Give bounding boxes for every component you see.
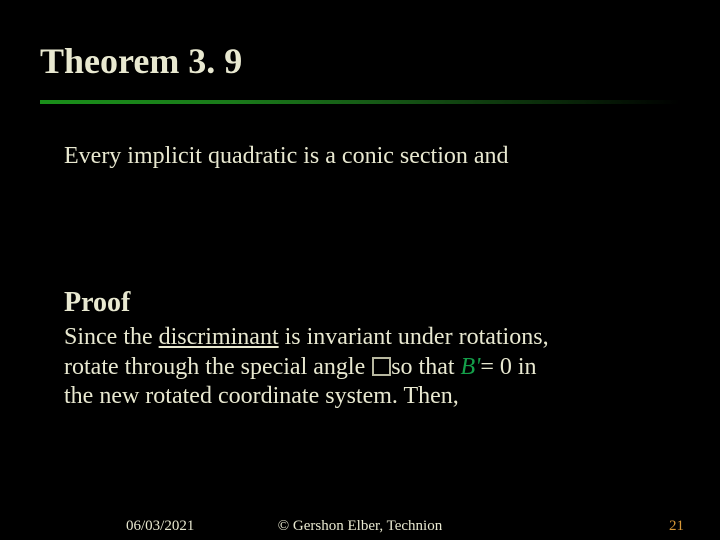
proof-text-part: Since the xyxy=(64,324,159,350)
proof-text-part: is invariant under rotations, xyxy=(279,324,549,350)
proof-body: Since the discriminant is invariant unde… xyxy=(40,323,680,411)
slide-title: Theorem 3. 9 xyxy=(40,40,680,82)
proof-heading: Proof xyxy=(40,287,680,319)
slide-container: Theorem 3. 9 Every implicit quadratic is… xyxy=(0,0,720,540)
title-divider xyxy=(40,100,680,104)
proof-text-part: = 0 in xyxy=(480,354,536,380)
proof-text-part: rotate through the special angle xyxy=(64,354,371,380)
proof-text-part: so that xyxy=(391,354,460,380)
angle-placeholder-icon xyxy=(372,357,391,376)
theorem-statement: Every implicit quadratic is a conic sect… xyxy=(40,142,680,171)
footer-date: 06/03/2021 xyxy=(126,518,194,535)
b-prime-variable: B' xyxy=(461,354,481,380)
discriminant-word: discriminant xyxy=(159,324,279,350)
footer-copyright: © Gershon Elber, Technion xyxy=(278,518,442,535)
footer-page-number: 21 xyxy=(669,518,684,535)
proof-text-part: the new rotated coordinate system. Then, xyxy=(64,383,459,409)
